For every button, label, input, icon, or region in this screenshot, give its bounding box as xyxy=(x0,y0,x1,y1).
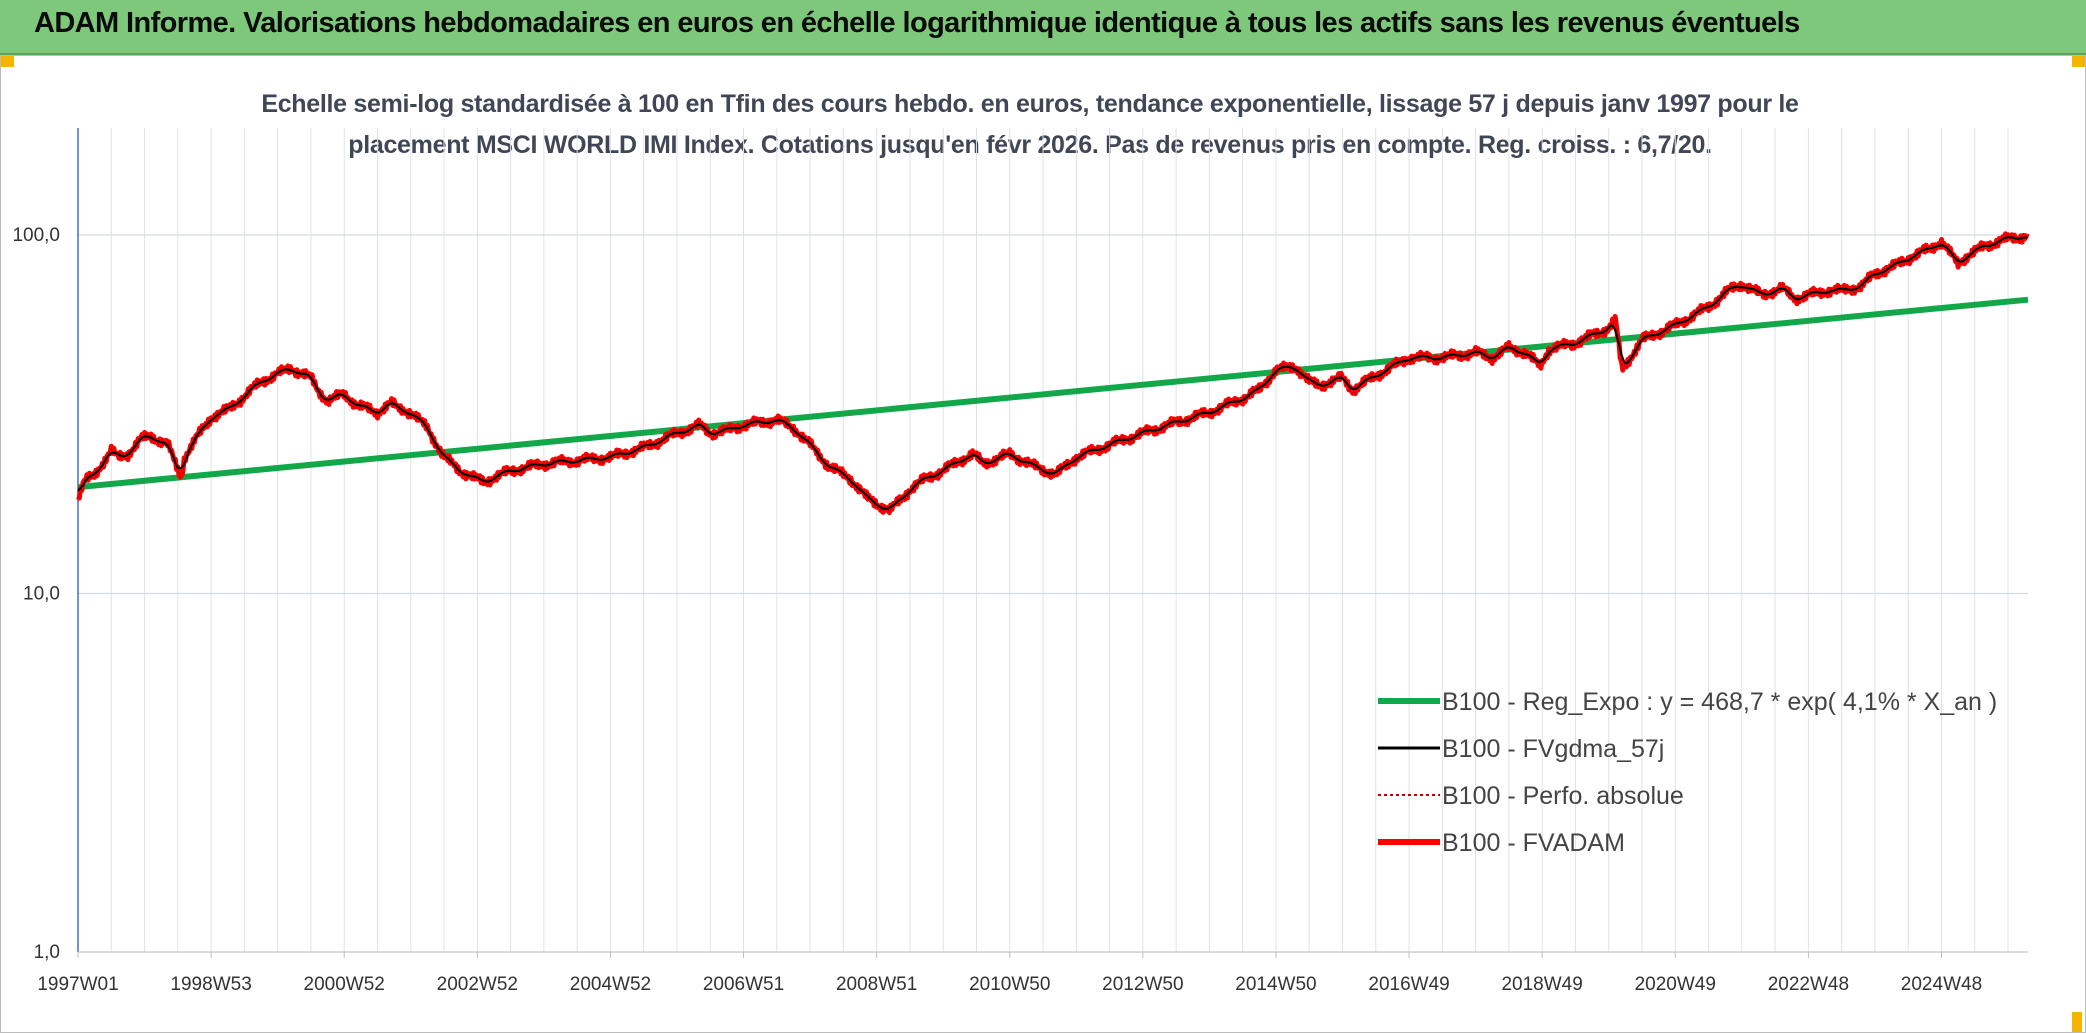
x-tick-label: 1997W01 xyxy=(37,974,118,995)
perfo-absolue-line xyxy=(77,231,2028,514)
x-tick-label: 2018W49 xyxy=(1501,974,1582,995)
y-tick-label: 100,0 xyxy=(12,225,60,246)
x-tick-label: 2000W52 xyxy=(304,974,385,995)
report-banner: ADAM Informe. Valorisations hebdomadaire… xyxy=(0,0,2086,55)
x-tick-label: 2004W52 xyxy=(570,974,651,995)
legend-entry-regression-label: B100 - Reg_Expo : y = 468,7 * exp( 4,1% … xyxy=(1442,688,1997,716)
x-tick-label: 2014W50 xyxy=(1235,974,1316,995)
x-tick-label: 2020W49 xyxy=(1635,974,1716,995)
corner-marker-top-left xyxy=(0,55,14,67)
x-tick-label: 2008W51 xyxy=(836,974,917,995)
y-tick-label: 1,0 xyxy=(34,942,60,963)
x-tick-label: 2024W48 xyxy=(1901,974,1982,995)
x-tick-label: 2012W50 xyxy=(1102,974,1183,995)
legend-entry-fvadam-label: B100 - FVADAM xyxy=(1442,829,1625,857)
x-tick-label: 1998W53 xyxy=(170,974,251,995)
corner-marker-top-right xyxy=(2072,55,2086,67)
x-tick-label: 2016W49 xyxy=(1368,974,1449,995)
y-tick-label: 10,0 xyxy=(23,584,60,605)
chart-title-line-1: Echelle semi-log standardisée à 100 en T… xyxy=(261,90,1799,118)
x-tick-label: 2010W50 xyxy=(969,974,1050,995)
chart-title: Echelle semi-log standardisée à 100 en T… xyxy=(180,84,1880,166)
x-tick-label: 2022W48 xyxy=(1768,974,1849,995)
x-tick-label: 2006W51 xyxy=(703,974,784,995)
fvgdma-line xyxy=(77,236,2028,510)
corner-marker-bottom-right xyxy=(2072,1012,2082,1032)
x-tick-label: 2002W52 xyxy=(437,974,518,995)
legend-entry-perfo-absolue-label: B100 - Perfo. absolue xyxy=(1442,782,1684,810)
legend-entry-fvgdma-label: B100 - FVgdma_57j xyxy=(1442,735,1664,763)
report-title: ADAM Informe. Valorisations hebdomadaire… xyxy=(34,7,1800,39)
fvadam-line xyxy=(76,231,2030,516)
regression-line xyxy=(77,296,2029,491)
chart-title-line-2: placement MSCI WORLD IMI Index. Cotation… xyxy=(348,131,1712,159)
